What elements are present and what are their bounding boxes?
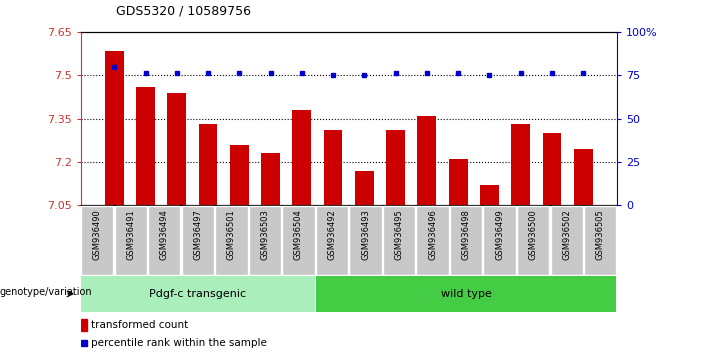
FancyBboxPatch shape	[81, 206, 114, 275]
Bar	[543, 133, 562, 205]
Text: GSM936490: GSM936490	[93, 209, 102, 259]
FancyBboxPatch shape	[517, 206, 549, 275]
FancyBboxPatch shape	[81, 276, 315, 312]
Text: GSM936492: GSM936492	[327, 209, 336, 259]
Bar	[136, 87, 155, 205]
Bar	[511, 124, 530, 205]
FancyBboxPatch shape	[316, 206, 348, 275]
Bar	[573, 149, 592, 205]
FancyBboxPatch shape	[316, 276, 616, 312]
Text: GSM936500: GSM936500	[529, 209, 538, 259]
FancyBboxPatch shape	[149, 206, 180, 275]
FancyBboxPatch shape	[383, 206, 415, 275]
Text: transformed count: transformed count	[91, 320, 189, 330]
Text: GSM936503: GSM936503	[261, 209, 269, 260]
Bar	[386, 130, 405, 205]
Bar	[480, 185, 498, 205]
FancyBboxPatch shape	[349, 206, 381, 275]
Bar	[355, 171, 374, 205]
Text: GDS5320 / 10589756: GDS5320 / 10589756	[116, 5, 251, 18]
FancyBboxPatch shape	[283, 206, 315, 275]
Text: wild type: wild type	[441, 289, 491, 299]
FancyBboxPatch shape	[484, 206, 516, 275]
FancyBboxPatch shape	[550, 206, 583, 275]
Text: percentile rank within the sample: percentile rank within the sample	[91, 338, 267, 348]
Text: Pdgf-c transgenic: Pdgf-c transgenic	[149, 289, 247, 299]
Text: GSM936496: GSM936496	[428, 209, 437, 260]
Text: GSM936504: GSM936504	[294, 209, 303, 259]
Bar	[292, 110, 311, 205]
FancyBboxPatch shape	[182, 206, 214, 275]
Text: GSM936498: GSM936498	[461, 209, 470, 260]
Bar	[418, 116, 436, 205]
Text: GSM936494: GSM936494	[160, 209, 169, 259]
FancyBboxPatch shape	[115, 206, 147, 275]
Text: genotype/variation: genotype/variation	[0, 287, 93, 297]
Text: GSM936495: GSM936495	[395, 209, 404, 259]
Bar	[199, 124, 217, 205]
Text: GSM936501: GSM936501	[227, 209, 236, 259]
Text: GSM936499: GSM936499	[495, 209, 504, 259]
FancyBboxPatch shape	[450, 206, 482, 275]
Bar	[168, 93, 186, 205]
FancyBboxPatch shape	[215, 206, 247, 275]
Bar	[105, 51, 124, 205]
Bar	[261, 153, 280, 205]
Bar	[324, 130, 343, 205]
Text: GSM936493: GSM936493	[361, 209, 370, 260]
FancyBboxPatch shape	[416, 206, 449, 275]
Bar	[81, 319, 88, 331]
Text: GSM936497: GSM936497	[193, 209, 203, 260]
Text: GSM936502: GSM936502	[562, 209, 571, 259]
Text: GSM936491: GSM936491	[126, 209, 135, 259]
Bar	[449, 159, 468, 205]
FancyBboxPatch shape	[584, 206, 616, 275]
Bar	[230, 145, 249, 205]
Text: GSM936505: GSM936505	[596, 209, 605, 259]
FancyBboxPatch shape	[249, 206, 281, 275]
